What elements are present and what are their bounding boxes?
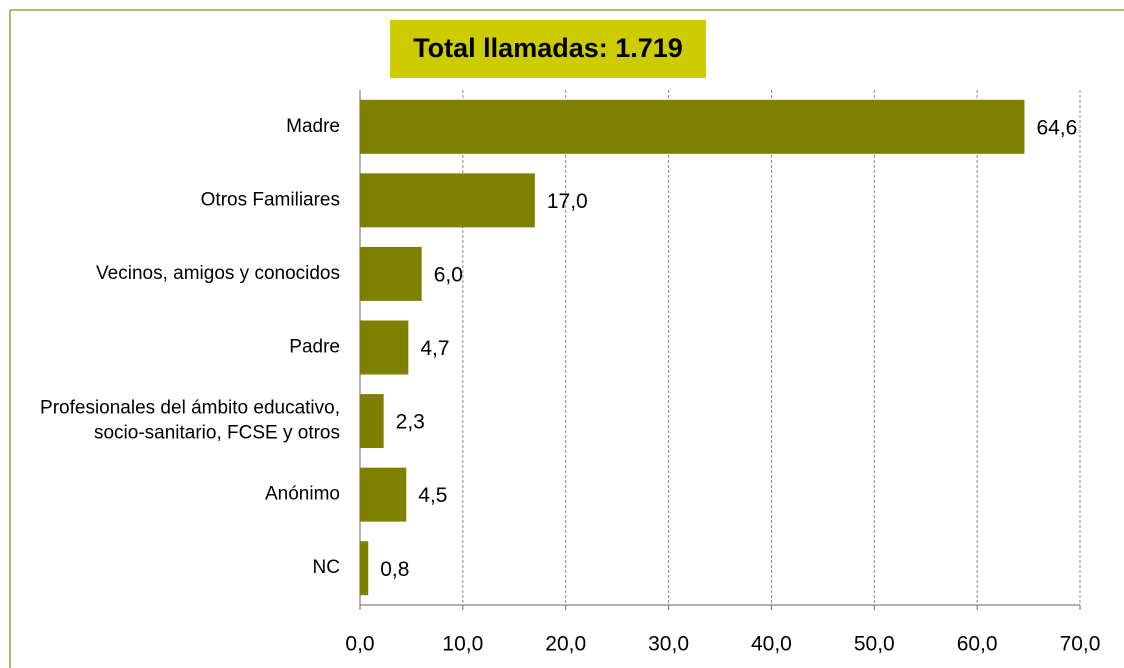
- y-tick-label: Profesionales del ámbito educativo, socio…: [40, 398, 340, 444]
- value-label: 64,6: [1036, 116, 1077, 139]
- y-tick-label: Vecinos, amigos y conocidos: [96, 263, 340, 284]
- value-label: 17,0: [547, 190, 588, 213]
- x-tick-label: 60,0: [957, 633, 998, 656]
- bar: [360, 173, 535, 228]
- x-tick-label: 10,0: [442, 633, 483, 656]
- x-tick-label: 70,0: [1060, 633, 1101, 656]
- x-tick-label: 0,0: [345, 633, 374, 656]
- y-tick-label: Padre: [289, 337, 340, 358]
- x-tick-label: 30,0: [648, 633, 689, 656]
- value-label: 6,0: [434, 263, 463, 286]
- x-tick-label: 40,0: [751, 633, 792, 656]
- bar: [360, 99, 1025, 154]
- bar: [360, 541, 369, 596]
- bar: [360, 320, 409, 375]
- x-tick-label: 20,0: [545, 633, 586, 656]
- value-label: 2,3: [396, 411, 425, 434]
- x-tick-label: 50,0: [854, 633, 895, 656]
- value-label: 4,5: [418, 484, 447, 507]
- value-label: 0,8: [380, 558, 409, 581]
- y-tick-label: Anónimo: [265, 484, 340, 505]
- value-label: 4,7: [420, 337, 449, 360]
- bar: [360, 246, 422, 301]
- y-tick-label: NC: [313, 557, 340, 578]
- bar: [360, 467, 407, 522]
- title-box: [390, 20, 706, 78]
- y-tick-label: Madre: [286, 116, 340, 137]
- y-tick-label: Otros Familiares: [201, 189, 340, 210]
- bar: [360, 394, 384, 449]
- chart-title: Total llamadas: 1.719: [413, 33, 683, 63]
